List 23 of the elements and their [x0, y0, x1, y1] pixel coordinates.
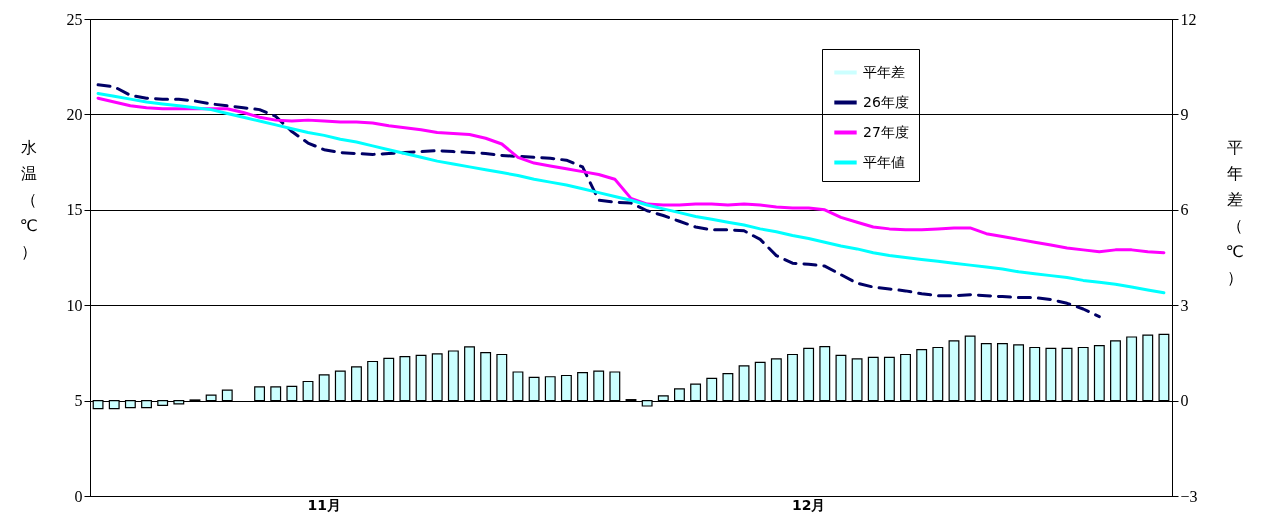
y2-tick-label: 3	[1180, 296, 1189, 314]
legend-label: 平年差	[863, 63, 905, 80]
legend-label: 平年値	[863, 153, 905, 170]
line-series	[96, 91, 1166, 295]
y2-tick-label: 9	[1180, 105, 1189, 123]
y-tick-label: 15	[66, 201, 83, 219]
line-series	[96, 83, 1101, 319]
y2-tick-label: 0	[1180, 392, 1189, 410]
y-tick-label: 10	[66, 296, 83, 314]
y2-axis-title: 平年差（℃）	[1225, 138, 1244, 287]
legend-label: 27年度	[863, 123, 909, 140]
x-tick-label: 12月	[791, 496, 826, 513]
line-series	[96, 96, 1166, 255]
y-tick-label: 25	[66, 10, 83, 28]
y-axis-title: 水温（℃）	[19, 138, 38, 261]
x-tick-label: 11月	[307, 496, 341, 513]
y2-tick-label: 6	[1180, 201, 1189, 219]
y-tick-label: 0	[74, 487, 83, 505]
y-tick-label: 20	[66, 105, 83, 123]
y2-tick-label: 12	[1180, 10, 1197, 28]
y2-tick-label: −3	[1180, 487, 1198, 505]
y-tick-label: 5	[74, 392, 83, 410]
legend-label: 26年度	[863, 93, 909, 110]
